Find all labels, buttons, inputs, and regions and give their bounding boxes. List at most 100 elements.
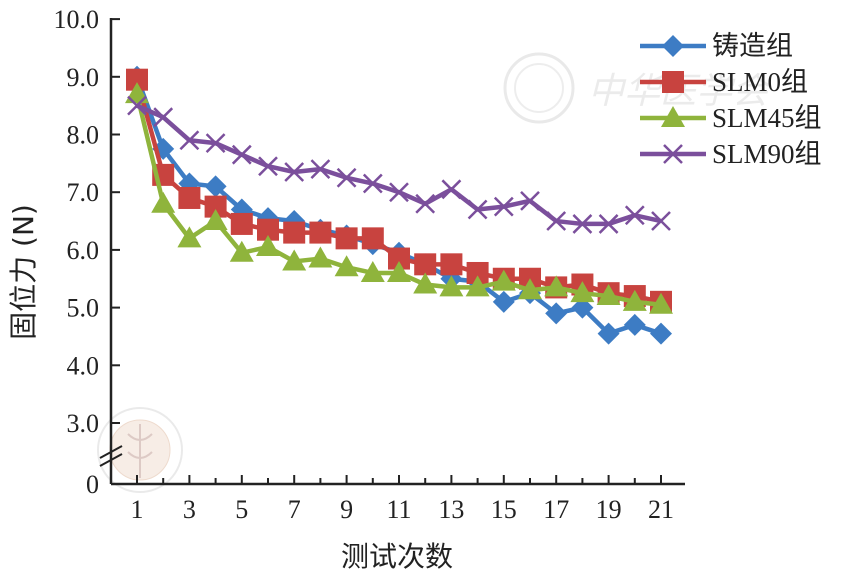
legend-marker (662, 71, 684, 93)
data-point (440, 253, 463, 276)
data-point (546, 211, 567, 231)
axes: 10.09.08.07.06.05.04.03.001 3 5 7 9 11 13 15 17 1… (54, 5, 685, 524)
data-point (493, 196, 514, 217)
legend-item: SLM45组 (640, 103, 822, 133)
y-tick-label: 7.0 (67, 178, 100, 207)
x-tick-label: 1 (131, 495, 144, 524)
data-point (126, 68, 148, 91)
data-point (439, 275, 464, 297)
axis-break-mark (99, 445, 123, 459)
data-point (415, 193, 436, 214)
legend-label: SLM0组 (712, 67, 808, 97)
y-tick-label: 0 (86, 470, 99, 499)
data-point (650, 322, 672, 345)
data-point (623, 313, 646, 336)
data-point (257, 218, 279, 241)
legend-item: SLM0组 (640, 67, 808, 97)
data-point (283, 221, 306, 244)
x-tick-label: 11 (386, 495, 411, 524)
data-point (570, 281, 595, 303)
data-point (518, 278, 542, 300)
legend-label: 铸造组 (712, 31, 793, 61)
x-tick-label: 3 (183, 495, 196, 524)
data-point (258, 156, 278, 177)
data-point (335, 227, 358, 250)
data-point (179, 130, 200, 151)
data-point (334, 255, 359, 277)
data-point (125, 82, 149, 104)
data-point (466, 261, 489, 284)
data-point (282, 249, 307, 271)
legend-label: SLM90组 (712, 139, 822, 169)
data-point (308, 246, 333, 268)
data-point (492, 290, 515, 313)
legend: 铸造组 SLM0组 SLM45组 SLM90组 (640, 31, 822, 169)
x-tick-label: 7 (288, 495, 301, 524)
y-tick-label: 4.0 (67, 351, 100, 380)
data-point (572, 214, 593, 234)
data-point (520, 190, 540, 211)
data-point (389, 182, 409, 203)
data-point (203, 209, 228, 231)
data-point (622, 289, 647, 311)
y-tick-label: 9.0 (67, 63, 100, 92)
series-4 (127, 95, 671, 234)
data-point (545, 302, 568, 325)
x-tick-label: 5 (235, 495, 248, 524)
y-tick-label: 6.0 (67, 236, 100, 265)
axis-break-mark (99, 453, 123, 467)
data-point (414, 253, 437, 276)
data-point (624, 205, 645, 226)
data-point (151, 191, 176, 213)
data-point (231, 144, 252, 165)
data-point (230, 212, 253, 235)
x-tick-label: 13 (438, 495, 464, 524)
y-tick-label: 10.0 (54, 5, 100, 34)
watermark-bottom-left (97, 407, 183, 493)
y-tick-label: 3.0 (67, 409, 100, 438)
data-point (153, 107, 174, 128)
data-point (177, 226, 202, 248)
data-point (441, 179, 462, 200)
data-point (465, 275, 490, 297)
data-point (388, 247, 410, 270)
data-point (651, 211, 671, 231)
data-point (204, 195, 227, 218)
x-tick-label: 17 (543, 495, 569, 524)
data-point (361, 227, 384, 250)
data-point (387, 260, 411, 282)
x-tick-label: 9 (340, 495, 353, 524)
data-point (362, 173, 383, 194)
y-tick-label: 8.0 (67, 121, 100, 150)
data-point (596, 284, 621, 306)
legend-marker (663, 144, 683, 164)
y-tick-label: 5.0 (67, 294, 100, 323)
series-3 (125, 82, 673, 314)
data-point (309, 221, 332, 244)
data-point (284, 162, 305, 182)
legend-marker (662, 35, 684, 57)
data-point (256, 235, 280, 257)
data-point (310, 159, 331, 180)
data-point (178, 186, 201, 209)
data-point (127, 95, 147, 116)
x-tick-label: 15 (491, 495, 517, 524)
data-point (467, 199, 488, 220)
data-point (649, 292, 673, 314)
data-point (491, 269, 516, 291)
x-axis-title: 测试次数 (341, 540, 453, 573)
series-layer (125, 65, 673, 345)
data-point (598, 214, 619, 234)
y-axis-title: 固位力 (N) (7, 204, 40, 340)
data-point (336, 167, 357, 188)
legend-marker (661, 106, 685, 127)
data-point (205, 133, 226, 154)
x-tick-label: 19 (596, 495, 622, 524)
data-point (413, 272, 438, 294)
data-point (229, 240, 254, 262)
data-point (204, 175, 227, 198)
data-point (597, 322, 620, 345)
data-point (544, 275, 569, 297)
legend-label: SLM45组 (712, 103, 822, 133)
